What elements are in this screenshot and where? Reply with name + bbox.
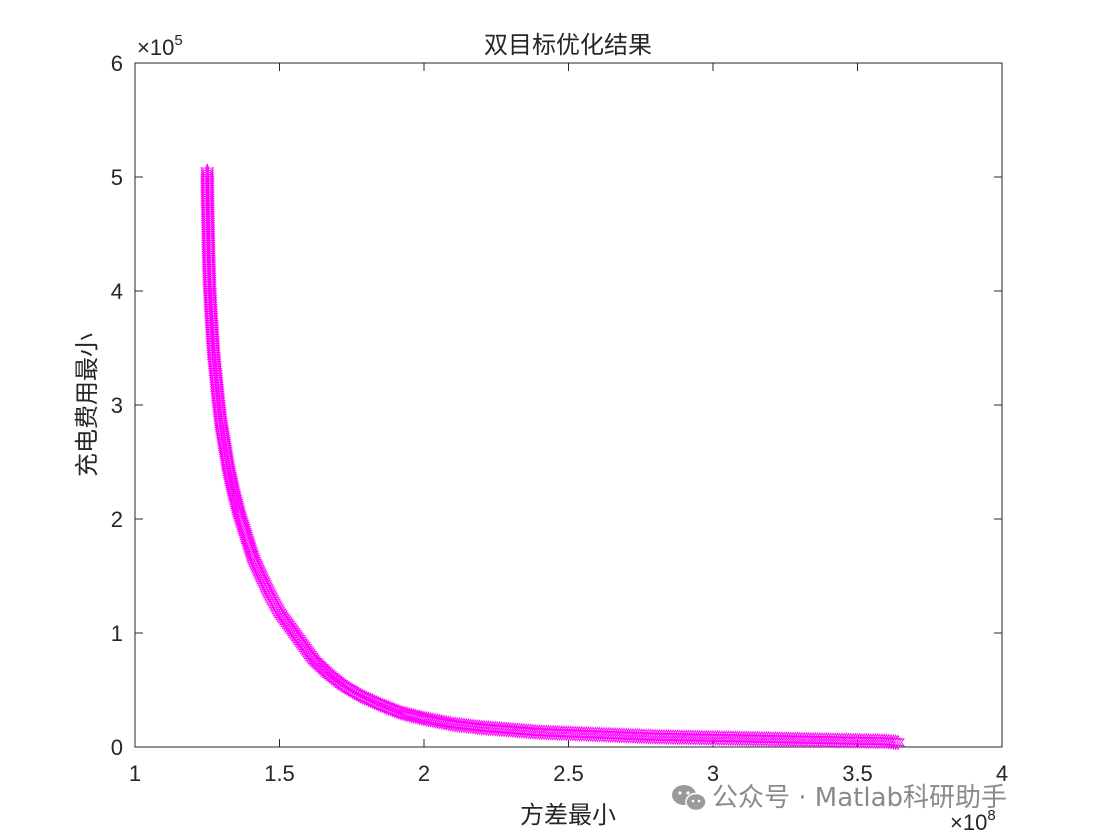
y-tick-label: 6 (111, 51, 123, 76)
y-tick-label: 5 (111, 165, 123, 190)
data-point (389, 703, 404, 720)
x-tick-labels: 1 1.5 2 2.5 3 3.5 4 (129, 761, 1008, 786)
plot-area (134, 62, 1003, 748)
data-point (400, 706, 415, 723)
axis-ticks (134, 62, 1003, 748)
y-tick-label: 4 (111, 279, 123, 304)
data-point (202, 284, 217, 301)
y-tick-label: 2 (111, 507, 123, 532)
x-tick-label: 2.5 (553, 761, 584, 786)
y-tick-label: 1 (111, 621, 123, 646)
x-tick-label: 2 (418, 761, 430, 786)
x-tick-label: 1.5 (264, 761, 295, 786)
x-tick-label: 3.5 (842, 761, 873, 786)
y-exponent-label: ×105 (137, 32, 183, 60)
y-tick-label: 3 (111, 393, 123, 418)
data-point (203, 288, 218, 305)
data-point (412, 709, 427, 726)
data-point (202, 279, 217, 296)
data-point (391, 703, 406, 721)
data-point (203, 293, 218, 310)
data-point (202, 277, 217, 294)
watermark: 公众号 · Matlab科研助手 (672, 783, 1007, 813)
x-exponent-label: ×108 (950, 807, 996, 835)
watermark-text: 公众号 · Matlab科研助手 (712, 783, 1007, 813)
data-point (404, 707, 419, 724)
x-tick-label: 3 (707, 761, 719, 786)
data-point (203, 290, 218, 308)
data-point (410, 708, 425, 726)
y-tick-label: 0 (111, 735, 123, 760)
x-tick-label: 4 (996, 761, 1008, 786)
data-point (393, 704, 408, 721)
wechat-icon (672, 785, 707, 812)
data-point (398, 705, 413, 722)
data-point (395, 705, 411, 722)
data-point (305, 650, 320, 667)
data-point (406, 707, 421, 725)
data-point (202, 281, 217, 298)
data-series (200, 163, 905, 751)
x-axis-title: 方差最小 (520, 801, 616, 829)
chart-title: 双目标优化结果 (484, 31, 652, 59)
y-tick-labels: 0 1 2 3 4 5 6 (111, 51, 123, 760)
data-point (890, 734, 905, 751)
x-tick-label: 1 (129, 761, 141, 786)
data-point (202, 286, 218, 303)
data-point (888, 734, 903, 751)
y-axis-title: 充电费用最小 (73, 333, 101, 477)
data-point (402, 706, 417, 723)
data-point (408, 708, 423, 725)
